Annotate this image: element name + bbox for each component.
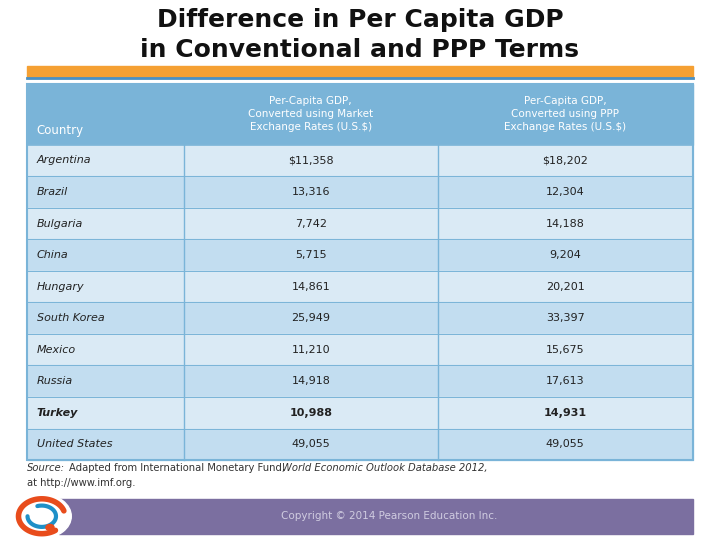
Text: 33,397: 33,397 — [546, 313, 585, 323]
Text: Brazil: Brazil — [37, 187, 68, 197]
Text: 49,055: 49,055 — [546, 440, 585, 449]
Text: 13,316: 13,316 — [292, 187, 330, 197]
Text: 17,613: 17,613 — [546, 376, 585, 386]
Text: 20,201: 20,201 — [546, 282, 585, 292]
Text: Bulgaria: Bulgaria — [37, 219, 83, 228]
Text: at http://www.imf.org.: at http://www.imf.org. — [27, 478, 136, 488]
Text: Copyright © 2014 Pearson Education Inc.: Copyright © 2014 Pearson Education Inc. — [281, 511, 497, 521]
Circle shape — [12, 494, 71, 538]
Text: Hungary: Hungary — [37, 282, 84, 292]
Bar — [27, 84, 693, 145]
Text: South Korea: South Korea — [37, 313, 104, 323]
Text: World Economic Outlook Database 2012,: World Economic Outlook Database 2012, — [282, 463, 487, 473]
Text: 25,949: 25,949 — [292, 313, 330, 323]
Text: 5,715: 5,715 — [295, 250, 327, 260]
Bar — [27, 145, 693, 176]
Text: Difference in Per Capita GDP
in Conventional and PPP Terms: Difference in Per Capita GDP in Conventi… — [140, 8, 580, 62]
Text: 14,861: 14,861 — [292, 282, 330, 292]
Text: Per-Capita GDP,
Converted using Market
Exchange Rates (U.S.$): Per-Capita GDP, Converted using Market E… — [248, 96, 374, 132]
Text: 14,188: 14,188 — [546, 219, 585, 228]
Text: Source:: Source: — [27, 463, 66, 473]
Bar — [27, 429, 693, 460]
Bar — [27, 239, 693, 271]
Text: Per-Capita GDP,
Converted using PPP
Exchange Rates (U.S.$): Per-Capita GDP, Converted using PPP Exch… — [504, 96, 626, 132]
Text: Russia: Russia — [37, 376, 73, 386]
Bar — [27, 271, 693, 302]
Bar — [27, 334, 693, 366]
Text: 10,988: 10,988 — [289, 408, 332, 418]
Text: 49,055: 49,055 — [292, 440, 330, 449]
Bar — [27, 66, 693, 78]
Bar — [27, 208, 693, 239]
Text: Adapted from International Monetary Fund,: Adapted from International Monetary Fund… — [69, 463, 285, 473]
Text: 15,675: 15,675 — [546, 345, 585, 355]
Text: 9,204: 9,204 — [549, 250, 581, 260]
Text: 12,304: 12,304 — [546, 187, 585, 197]
Text: Mexico: Mexico — [37, 345, 76, 355]
Text: Country: Country — [37, 124, 84, 137]
Circle shape — [46, 524, 54, 531]
Text: 7,742: 7,742 — [294, 219, 327, 228]
Text: 14,918: 14,918 — [292, 376, 330, 386]
Text: $11,358: $11,358 — [288, 156, 333, 165]
Text: Argentina: Argentina — [37, 156, 91, 165]
Bar — [27, 176, 693, 208]
Text: 11,210: 11,210 — [292, 345, 330, 355]
Text: $18,202: $18,202 — [542, 156, 588, 165]
Text: China: China — [37, 250, 68, 260]
Bar — [27, 366, 693, 397]
Text: United States: United States — [37, 440, 112, 449]
Text: 14,931: 14,931 — [544, 408, 587, 418]
Bar — [27, 84, 693, 460]
Bar — [27, 302, 693, 334]
Bar — [27, 397, 693, 429]
Bar — [59, 499, 693, 534]
Text: Turkey: Turkey — [37, 408, 78, 418]
